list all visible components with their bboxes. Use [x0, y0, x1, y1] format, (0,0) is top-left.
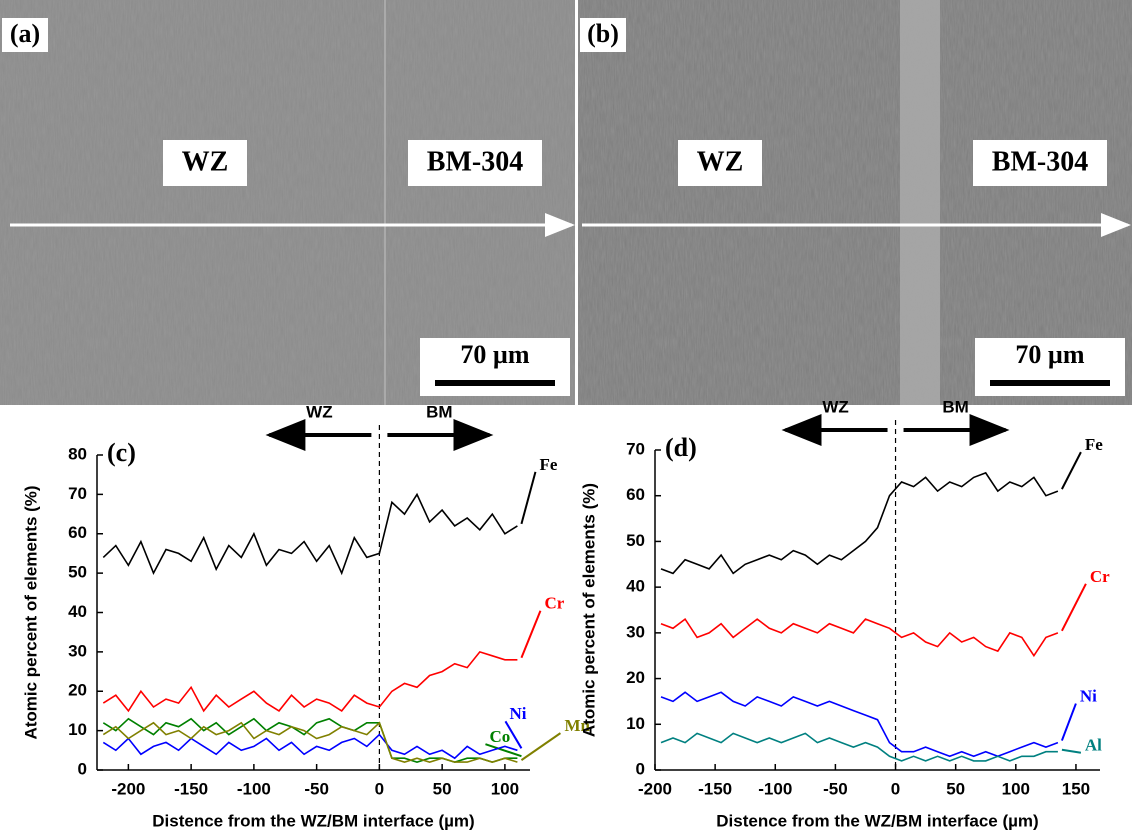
y-tick-label: 70	[68, 484, 87, 503]
y-tick-label: 30	[68, 641, 87, 660]
wz-label: WZ	[306, 402, 332, 421]
region-box	[678, 140, 762, 186]
scale-label: 70 µm	[1015, 340, 1084, 369]
series-line	[660, 471, 1059, 575]
y-tick-label: 60	[68, 523, 87, 542]
panel-label: (d)	[665, 433, 697, 462]
series-name: Ni	[509, 704, 526, 723]
series-line	[102, 721, 518, 763]
y-tick-label: 0	[636, 759, 645, 778]
series-line	[660, 691, 1059, 758]
bm-label: BM	[942, 397, 968, 416]
scale-box	[975, 338, 1125, 396]
series-pointer	[1061, 451, 1082, 490]
x-tick-label: 50	[946, 779, 965, 798]
series-line	[660, 732, 1058, 762]
y-axis-label: Atomic percent of elements (%)	[21, 485, 40, 739]
y-axis-label: Atomic percent of elements (%)	[579, 483, 598, 737]
x-tick-label: -100	[237, 779, 271, 798]
y-tick-label: 50	[626, 531, 645, 550]
region-label: WZ	[697, 146, 744, 177]
x-tick-label: 0	[891, 779, 900, 798]
x-tick-label: -200	[638, 779, 672, 798]
y-tick-label: 80	[68, 444, 87, 463]
bm-label: BM	[426, 402, 452, 421]
region-box	[163, 140, 247, 186]
region-label: BM-304	[427, 146, 523, 177]
series-pointer	[504, 720, 523, 749]
x-tick-label: -50	[823, 779, 848, 798]
panel-label: (a)	[10, 19, 40, 48]
series-line	[660, 617, 1059, 658]
series-name: Ni	[1080, 686, 1097, 705]
x-tick-label: 150	[1062, 779, 1090, 798]
x-tick-label: -50	[304, 779, 329, 798]
wz-label: WZ	[822, 397, 848, 416]
y-tick-label: 20	[626, 668, 645, 687]
series-line	[102, 717, 518, 763]
region-box	[973, 140, 1107, 186]
x-axis-label: Distence from the WZ/BM interface (µm)	[152, 811, 474, 830]
x-tick-label: 100	[1002, 779, 1030, 798]
y-tick-label: 40	[68, 602, 87, 621]
y-tick-label: 10	[626, 714, 645, 733]
y-tick-label: 40	[626, 577, 645, 596]
panel-label-box	[580, 18, 626, 52]
panel-label: (b)	[587, 19, 619, 48]
y-tick-label: 20	[68, 681, 87, 700]
panel-label-box	[2, 18, 48, 52]
series-pointer	[520, 732, 562, 761]
series-line	[102, 492, 518, 576]
series-name: Cr	[1090, 567, 1110, 586]
scale-box	[420, 338, 570, 396]
region-label: BM-304	[992, 146, 1088, 177]
micrograph-a	[0, 0, 575, 405]
x-axis-label: Distence from the WZ/BM interface (µm)	[716, 811, 1038, 830]
panel-label: (c)	[107, 438, 136, 467]
x-tick-label: -100	[758, 779, 792, 798]
region-label: WZ	[182, 146, 229, 177]
series-line	[102, 650, 518, 713]
x-tick-label: -150	[174, 779, 208, 798]
y-tick-label: 10	[68, 720, 87, 739]
series-pointer	[1060, 703, 1077, 741]
x-tick-label: -150	[698, 779, 732, 798]
scale-label: 70 µm	[460, 340, 529, 369]
y-tick-label: 30	[626, 622, 645, 641]
micrograph-b	[578, 0, 1132, 405]
series-name: Co	[489, 727, 510, 746]
series-line	[102, 733, 518, 760]
series-name: Mn	[564, 716, 590, 735]
region-box	[408, 140, 542, 186]
series-name: Fe	[539, 455, 557, 474]
x-tick-label: 100	[491, 779, 519, 798]
series-pointer	[485, 743, 522, 758]
x-tick-label: 0	[375, 779, 384, 798]
y-tick-label: 70	[626, 439, 645, 458]
series-pointer	[1061, 583, 1087, 632]
series-name: Cr	[544, 594, 564, 613]
x-tick-label: -200	[111, 779, 145, 798]
y-tick-label: 0	[78, 759, 87, 778]
series-pointer	[520, 610, 542, 659]
y-tick-label: 60	[626, 485, 645, 504]
series-name: Fe	[1085, 435, 1103, 454]
y-tick-label: 50	[68, 563, 87, 582]
series-name: Al	[1085, 736, 1102, 755]
series-pointer	[1061, 748, 1082, 754]
x-tick-label: 50	[433, 779, 452, 798]
series-pointer	[520, 471, 537, 525]
